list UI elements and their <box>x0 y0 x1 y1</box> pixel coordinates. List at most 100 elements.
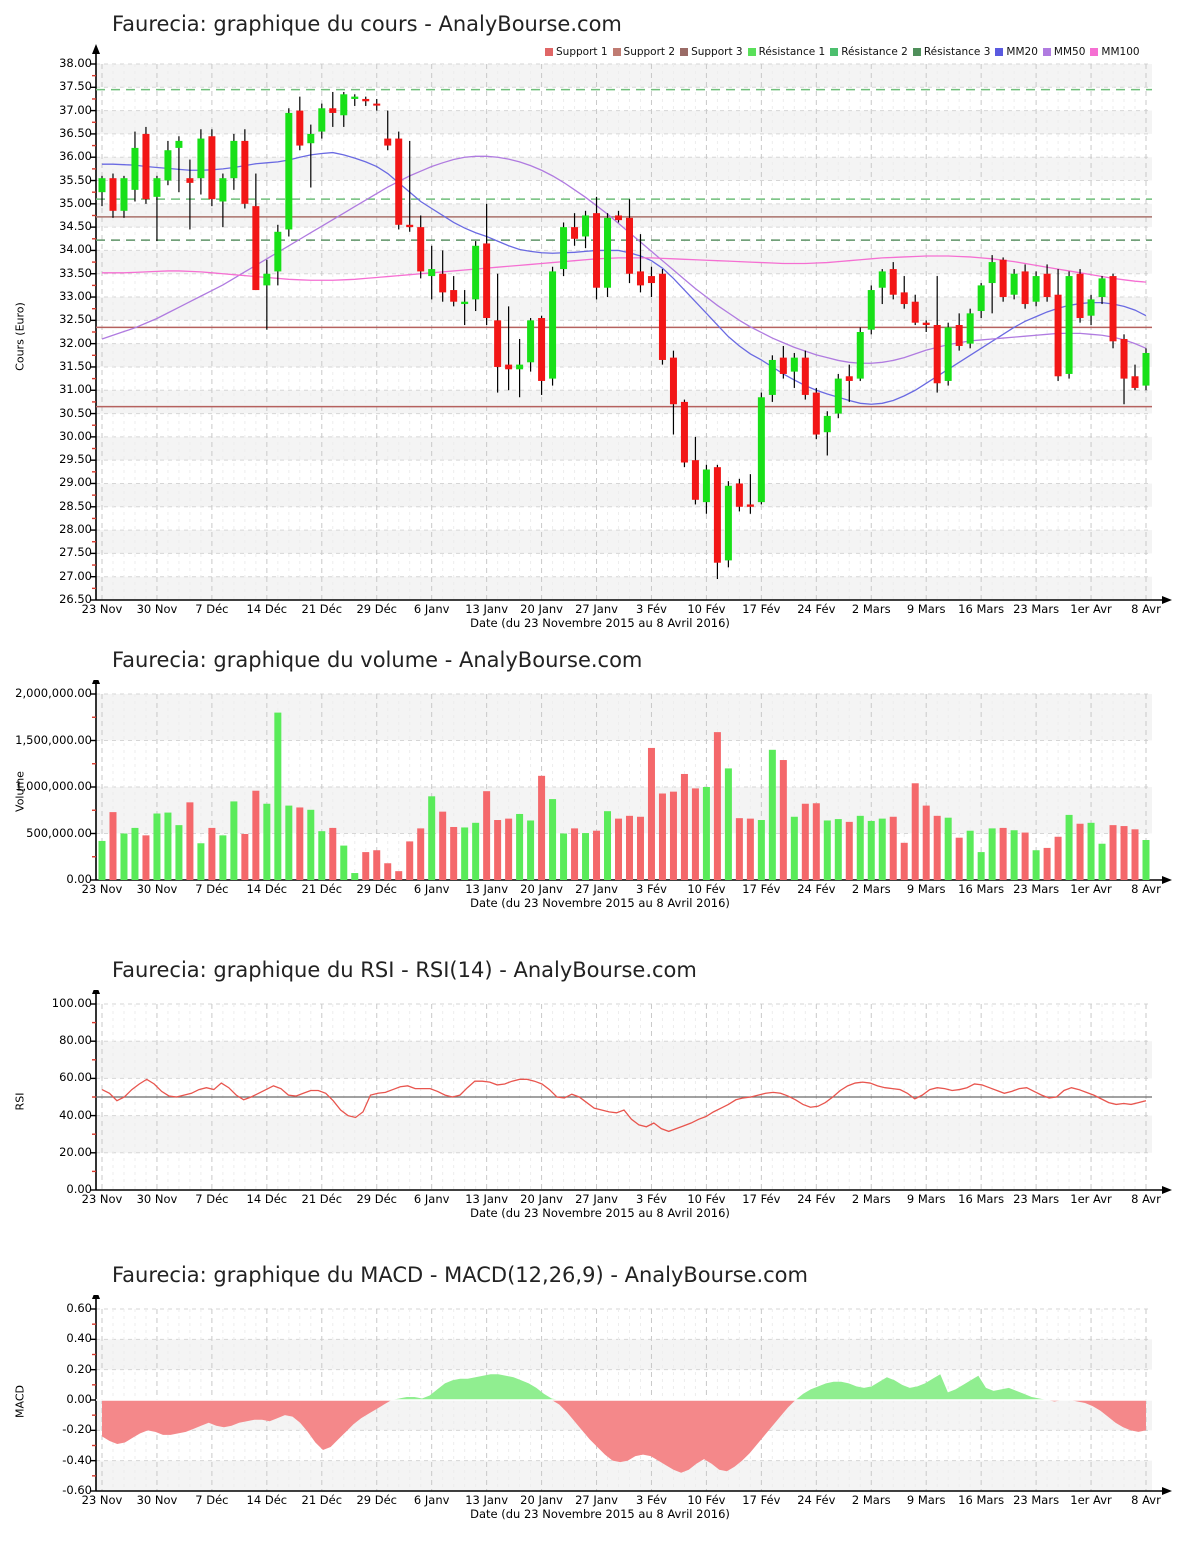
x-axis-tick-label: 21 Déc <box>301 602 343 616</box>
y-axis-tick-label: 33.00 <box>59 289 92 304</box>
x-axis-tick-label: 8 Avr <box>1131 1493 1161 1507</box>
y-axis-tick-label: 2,000,000.00 <box>15 686 92 700</box>
macd-chart-plot <box>91 1295 1172 1495</box>
x-axis-tick-label: 24 Fév <box>797 1493 836 1507</box>
rsi-chart-plot <box>91 990 1172 1194</box>
y-axis-tick-label: 37.00 <box>59 102 92 117</box>
y-axis-tick-label: 28.50 <box>59 498 92 513</box>
legend-label: Support 1 <box>556 46 608 58</box>
y-axis-title: Cours (Euro) <box>13 302 27 371</box>
x-axis-tick-label: 21 Déc <box>301 882 343 896</box>
x-axis-tick-label: 13 Janv <box>465 602 509 616</box>
y-axis-tick-label: 32.50 <box>59 312 92 327</box>
x-axis-tick-label: 23 Mars <box>1013 602 1060 616</box>
x-axis-tick-label: 9 Mars <box>906 602 946 616</box>
x-axis-tick-label: 9 Mars <box>906 1493 946 1507</box>
y-axis-tick-label: 100.00 <box>51 996 92 1010</box>
legend-swatch-icon <box>1090 48 1099 56</box>
x-axis-tick-label: 3 Fév <box>636 602 667 616</box>
x-axis-tick-label: 13 Janv <box>465 1493 509 1507</box>
y-axis-tick-label: 31.50 <box>59 358 92 373</box>
legend-label: Résistance 2 <box>841 46 908 58</box>
legend-entry-2: Support 3 <box>680 46 743 58</box>
x-axis-tick-label: 29 Déc <box>356 882 397 896</box>
legend-swatch-icon <box>612 48 621 56</box>
y-axis-tick-label: 29.00 <box>59 475 92 490</box>
volume-chart-plot <box>91 680 1172 884</box>
x-axis-tick-label: 1er Avr <box>1070 882 1112 896</box>
price-chart-plot <box>91 44 1172 604</box>
price-chart-panel: Faurecia: graphique du cours - AnalyBour… <box>0 0 1200 640</box>
x-axis-tick-label: 16 Mars <box>958 882 1005 896</box>
x-axis-tick-label: 2 Mars <box>851 602 891 616</box>
x-axis-tick-label: 8 Avr <box>1131 882 1161 896</box>
y-axis-tick-label: 1,000,000.00 <box>15 779 92 793</box>
x-axis-tick-label: 27 Janv <box>575 1192 618 1206</box>
price-chart-title: Faurecia: graphique du cours - AnalyBour… <box>112 12 622 36</box>
x-axis-tick-label: 9 Mars <box>906 1192 946 1206</box>
rsi-chart-panel: Faurecia: graphique du RSI - RSI(14) - A… <box>0 950 1200 1255</box>
x-axis-tick-label: 14 Déc <box>246 1192 288 1206</box>
y-axis-tick-label: 60.00 <box>59 1070 92 1085</box>
legend-swatch-icon <box>912 48 921 56</box>
y-axis-tick-label: 0.00 <box>66 1182 92 1196</box>
y-axis-tick-label: 28.00 <box>59 522 92 537</box>
x-axis-tick-label: 13 Janv <box>465 882 509 896</box>
x-axis-tick-label: 30 Nov <box>136 1192 178 1206</box>
y-axis-tick-label: 40.00 <box>59 1107 92 1122</box>
x-axis-tick-label: 24 Fév <box>797 882 836 896</box>
x-axis-tick-label: 1er Avr <box>1070 602 1112 616</box>
x-axis-tick-label: 6 Janv <box>413 1192 450 1206</box>
x-axis-tick-label: 23 Mars <box>1013 882 1060 896</box>
x-axis-tick-label: 20 Janv <box>520 602 563 616</box>
x-axis-tick-label: 10 Fév <box>687 602 726 616</box>
y-axis-tick-label: 80.00 <box>59 1033 92 1048</box>
x-axis-tick-label: 23 Nov <box>81 1493 123 1507</box>
y-axis-tick-label: 35.00 <box>59 195 92 210</box>
y-axis-tick-label: -0.60 <box>62 1483 92 1497</box>
legend-entry-0: Support 1 <box>545 46 608 58</box>
x-axis-tick-label: 3 Fév <box>636 882 667 896</box>
legend-swatch-icon <box>995 48 1004 56</box>
x-axis-title: Date (du 23 Novembre 2015 au 8 Avril 201… <box>470 1507 730 1521</box>
legend-entry-1: Support 2 <box>612 46 675 58</box>
legend-label: Résistance 1 <box>758 46 826 58</box>
x-axis-tick-label: 23 Mars <box>1013 1493 1060 1507</box>
y-axis-tick-label: 34.00 <box>59 242 92 257</box>
x-axis-title: Date (du 23 Novembre 2015 au 8 Avril 201… <box>470 1206 730 1220</box>
legend-swatch-icon <box>830 48 839 56</box>
y-axis-tick-label: 0.40 <box>66 1331 92 1346</box>
x-axis-tick-label: 16 Mars <box>958 1192 1005 1206</box>
x-axis-tick-label: 14 Déc <box>246 882 288 896</box>
y-axis-tick-label: 29.50 <box>59 452 92 467</box>
legend-label: MM50 <box>1053 46 1086 58</box>
y-axis-tick-label: 30.50 <box>59 405 92 420</box>
x-axis-tick-label: 3 Fév <box>636 1493 667 1507</box>
x-axis-tick-label: 1er Avr <box>1070 1192 1112 1206</box>
x-axis-tick-label: 3 Fév <box>636 1192 667 1206</box>
x-axis-tick-label: 30 Nov <box>136 1493 178 1507</box>
y-axis-tick-label: 0.20 <box>66 1361 92 1376</box>
y-axis-tick-label: 27.50 <box>59 545 92 560</box>
x-axis-tick-label: 16 Mars <box>958 602 1005 616</box>
y-axis-tick-label: 35.50 <box>59 172 92 187</box>
x-axis-tick-label: 29 Déc <box>356 1192 397 1206</box>
price-chart-legend: Support 1 Support 2 Support 3 Résistance 1 R… <box>545 46 1145 58</box>
legend-entry-3: Résistance 1 <box>747 46 826 58</box>
x-axis-tick-label: 30 Nov <box>136 602 178 616</box>
x-axis-title: Date (du 23 Novembre 2015 au 8 Avril 201… <box>470 896 730 910</box>
x-axis-tick-label: 23 Nov <box>81 882 123 896</box>
y-axis-tick-label: 20.00 <box>59 1144 92 1159</box>
y-axis-tick-label: 500,000.00 <box>26 825 92 840</box>
x-axis-tick-label: 17 Fév <box>742 602 781 616</box>
y-axis-tick-label: 36.00 <box>59 149 92 164</box>
legend-label: Support 3 <box>691 46 743 58</box>
legend-swatch-icon <box>680 48 689 56</box>
y-axis-title: MACD <box>13 1385 27 1418</box>
legend-swatch-icon <box>545 48 553 56</box>
x-axis-tick-label: 10 Fév <box>687 1192 726 1206</box>
x-axis-tick-label: 17 Fév <box>742 1493 781 1507</box>
x-axis-tick-label: 23 Nov <box>81 1192 123 1206</box>
x-axis-tick-label: 17 Fév <box>742 1192 781 1206</box>
y-axis-tick-label: 0.60 <box>66 1301 92 1315</box>
